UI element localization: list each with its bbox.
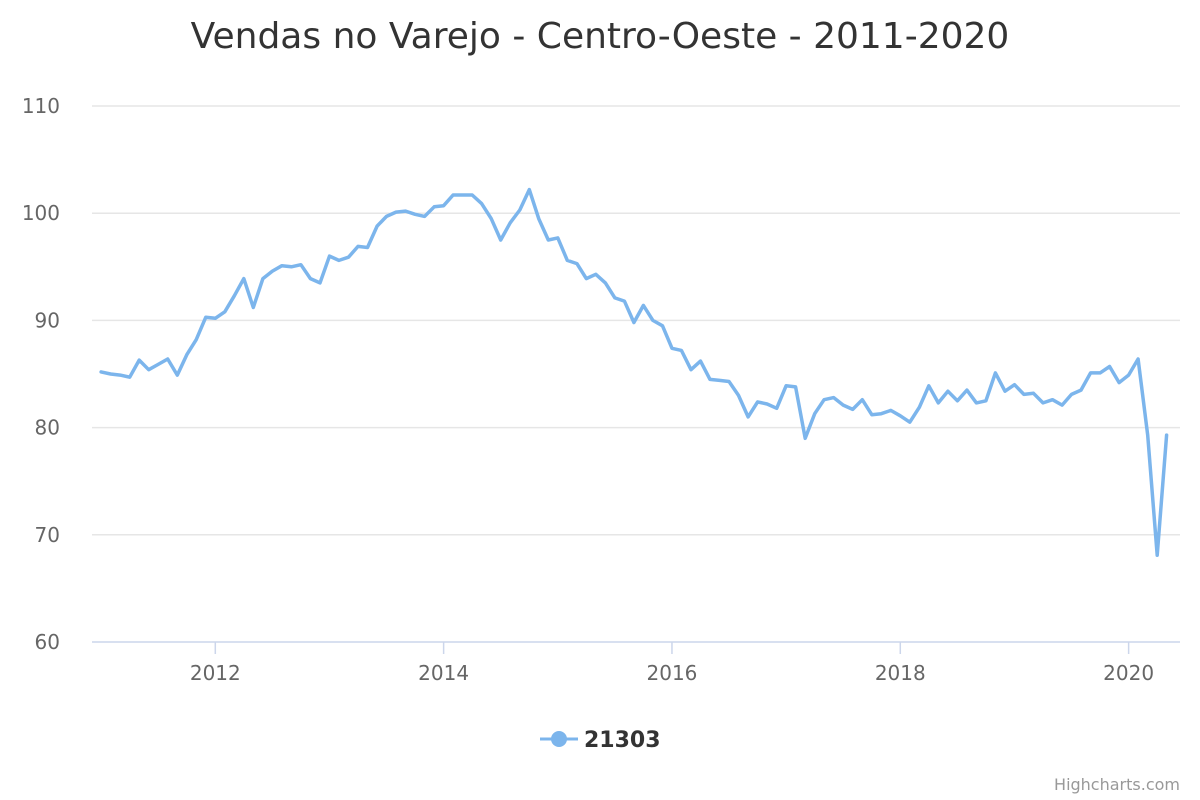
y-axis: 60 70 80 90 100 110 — [22, 94, 60, 654]
x-axis: 2012 2014 2016 2018 2020 — [92, 641, 1180, 685]
chart-title: Vendas no Varejo - Centro-Oeste - 2011-2… — [191, 16, 1010, 57]
y-tick-label: 60 — [35, 630, 60, 654]
x-tick-label: 2020 — [1103, 661, 1154, 685]
y-tick-label: 80 — [35, 416, 60, 440]
x-tick-label: 2018 — [875, 661, 926, 685]
legend-marker-icon — [551, 731, 567, 747]
x-tick-label: 2014 — [418, 661, 469, 685]
legend-item-label[interactable]: 21303 — [584, 728, 661, 753]
y-tick-label: 100 — [22, 201, 60, 225]
y-tick-label: 90 — [35, 308, 60, 332]
series-line-21303[interactable] — [99, 187, 1169, 557]
legend[interactable]: 21303 — [540, 728, 661, 753]
series-layer — [99, 187, 1169, 557]
x-tick-label: 2012 — [190, 661, 241, 685]
credits-link[interactable]: Highcharts.com — [1054, 775, 1180, 794]
x-tick-label: 2016 — [647, 661, 698, 685]
y-tick-label: 70 — [35, 523, 60, 547]
y-tick-label: 110 — [22, 94, 60, 118]
